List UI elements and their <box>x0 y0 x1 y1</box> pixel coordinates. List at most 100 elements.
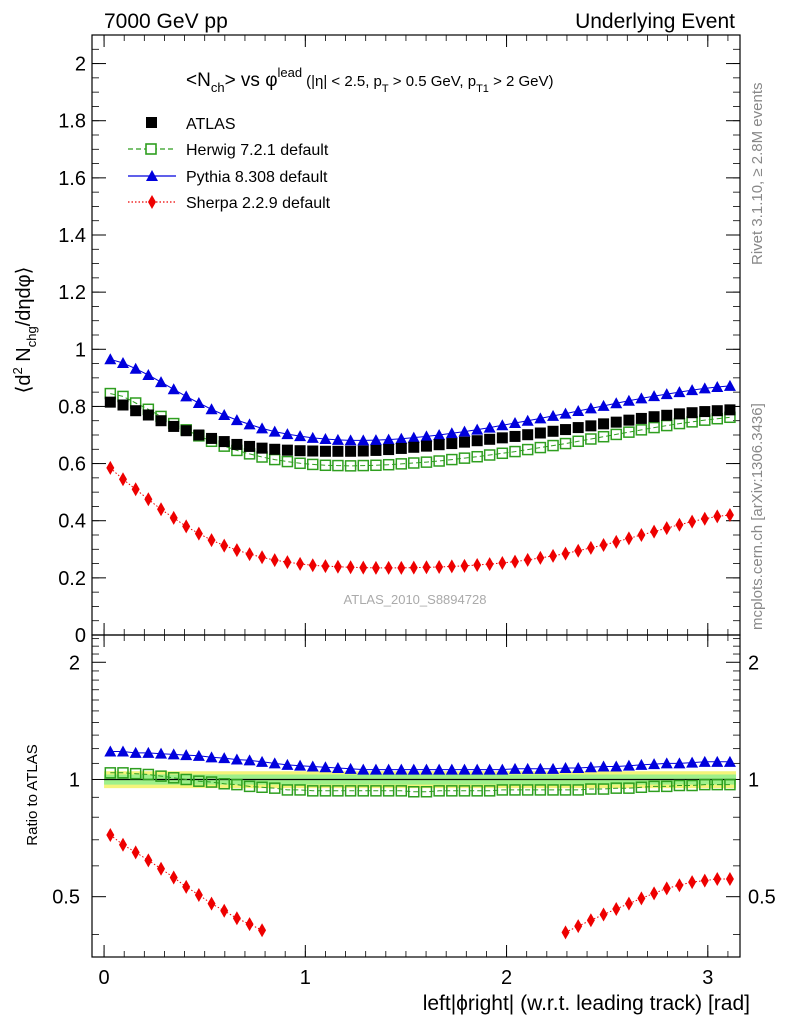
herwig-point <box>648 421 660 434</box>
atlas-data-point <box>471 435 483 447</box>
atlas-data-point <box>130 405 142 417</box>
herwig-point <box>635 424 648 436</box>
pythia-point <box>218 409 231 420</box>
sherpa-point <box>245 547 254 562</box>
herwig-ratio-point <box>231 778 243 791</box>
herwig-ratio-point <box>332 785 344 797</box>
pythia-ratio-point <box>230 753 243 765</box>
x-tick-label: 1 <box>300 967 311 989</box>
herwig-point <box>572 435 584 448</box>
pythia-ratio-point <box>256 755 269 767</box>
sherpa-point <box>624 531 633 546</box>
sherpa-point <box>409 560 418 575</box>
pythia-point <box>116 357 129 368</box>
sherpa-ratio-point <box>612 901 621 916</box>
herwig-ratio-point <box>446 785 458 797</box>
herwig-ratio-point <box>344 785 357 797</box>
sherpa-point <box>207 533 216 548</box>
pythia-ratio-point <box>509 762 522 774</box>
sherpa-point <box>359 560 368 575</box>
pythia-point <box>534 412 547 424</box>
herwig-point <box>483 449 496 461</box>
sherpa-point <box>371 560 380 575</box>
herwig-point <box>433 455 445 467</box>
mcplots-reference-label: mcplots.cern.ch [arXiv:1306.3436] <box>749 403 766 630</box>
sherpa-point <box>157 502 166 517</box>
sherpa-point <box>384 560 393 575</box>
pythia-point <box>610 397 623 409</box>
title-cuts: > 2 GeV) <box>489 73 554 90</box>
legend-marker-atlas <box>146 117 157 128</box>
sherpa-point <box>498 556 507 570</box>
atlas-data-point <box>623 414 635 426</box>
pythia-point <box>559 407 572 419</box>
pythia-point <box>256 422 269 434</box>
atlas-data-point <box>180 425 192 437</box>
title-sup: lead <box>278 65 303 80</box>
pythia-ratio-point <box>420 763 433 775</box>
sherpa-ratio-point <box>624 896 633 911</box>
herwig-ratio-point <box>155 770 167 782</box>
pythia-ratio-point <box>635 758 648 770</box>
sherpa-point <box>700 511 709 526</box>
pythia-point <box>483 421 496 433</box>
pythia-point <box>686 384 699 396</box>
atlas-data-point <box>395 442 407 454</box>
y-tick-label: 0.5 <box>52 887 80 909</box>
atlas-data-point <box>332 445 344 457</box>
sherpa-point <box>599 538 608 552</box>
atlas-data-point <box>433 439 445 451</box>
pythia-point <box>648 390 661 402</box>
pythia-ratio-point <box>167 748 180 760</box>
atlas-data-point <box>509 430 521 442</box>
sherpa-point <box>270 553 279 568</box>
herwig-ratio-point <box>218 778 230 790</box>
y-tick-label: 1.2 <box>58 282 86 304</box>
pythia-ratio-point <box>559 762 572 774</box>
sherpa-point <box>650 524 659 539</box>
pythia-point <box>509 417 522 428</box>
series-line <box>109 467 730 569</box>
y-tick-label: 0.2 <box>58 568 86 590</box>
pythia-ratio-point <box>104 745 117 757</box>
pythia-ratio-point <box>711 755 724 767</box>
sherpa-point <box>333 559 342 574</box>
pythia-ratio-point <box>205 751 218 763</box>
herwig-ratio-point <box>711 778 724 791</box>
sherpa-point <box>169 510 178 525</box>
panel-frame <box>91 634 741 958</box>
pythia-ratio-point <box>382 763 395 775</box>
pythia-point <box>572 405 585 416</box>
sherpa-point <box>549 548 558 563</box>
y-tick-label-right: 0.5 <box>748 887 776 909</box>
ylabel-part: N <box>13 347 35 367</box>
legend-label-atlas: ATLAS <box>186 116 236 133</box>
herwig-ratio-point <box>509 784 521 796</box>
x-tick-label: 0 <box>99 967 110 989</box>
atlas-data-point <box>572 422 584 434</box>
title-sub: ch <box>211 80 225 95</box>
atlas-data-point <box>686 407 698 419</box>
pythia-ratio-point <box>445 763 458 775</box>
herwig-ratio-point <box>699 778 711 791</box>
title-part: > vs φ <box>225 70 278 91</box>
pythia-ratio-point <box>281 758 294 770</box>
sherpa-point <box>473 558 482 572</box>
sherpa-ratio-point <box>662 881 671 896</box>
herwig-point <box>496 447 509 460</box>
herwig-ratio-point <box>395 785 408 797</box>
sherpa-point <box>511 554 520 569</box>
herwig-ratio-point <box>547 784 559 796</box>
atlas-data-point <box>699 406 711 418</box>
sherpa-point <box>194 526 203 541</box>
atlas-data-point <box>648 411 660 423</box>
herwig-point <box>446 453 458 466</box>
sherpa-point <box>144 492 153 507</box>
pythia-point <box>369 434 382 446</box>
pythia-ratio-point <box>673 757 686 769</box>
atlas-data-point <box>585 420 597 432</box>
herwig-point <box>610 428 622 441</box>
herwig-point <box>294 457 306 470</box>
pythia-ratio-point <box>142 746 155 758</box>
pythia-point <box>698 382 711 394</box>
